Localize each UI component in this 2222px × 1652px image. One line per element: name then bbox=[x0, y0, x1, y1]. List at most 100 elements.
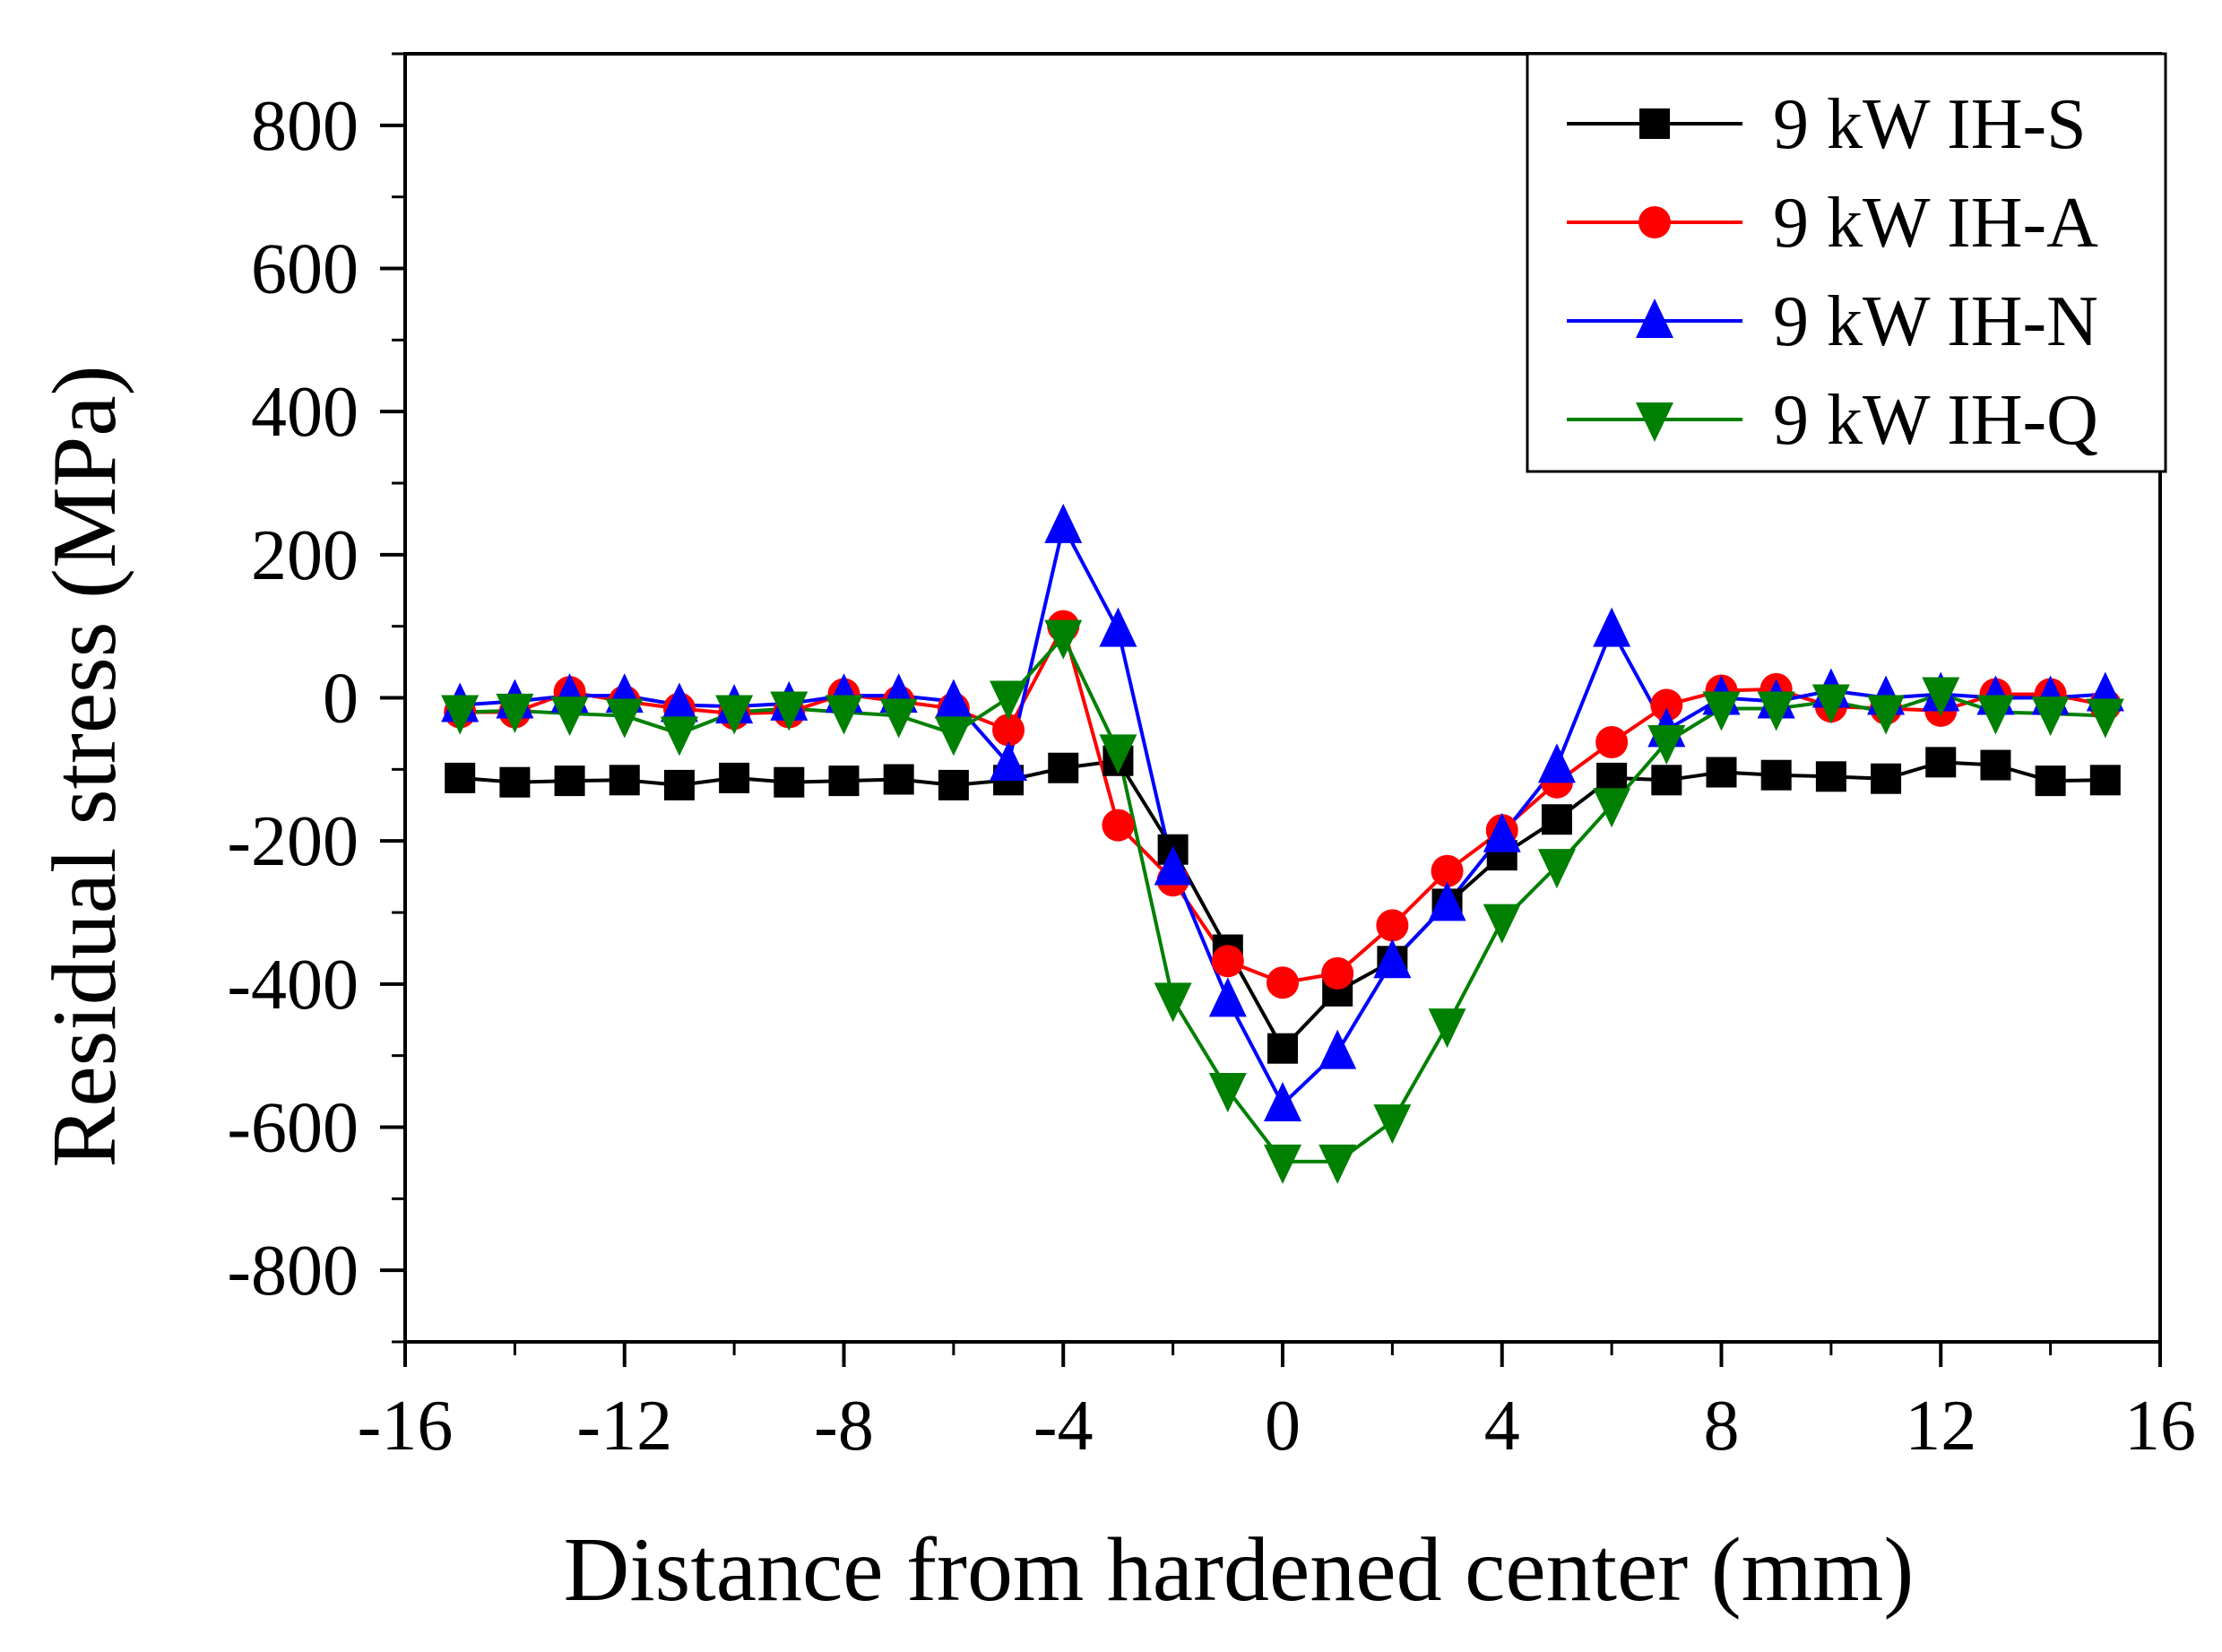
data-point bbox=[719, 762, 750, 793]
data-point bbox=[1483, 904, 1521, 944]
data-point bbox=[1925, 747, 1957, 778]
data-point bbox=[1154, 982, 1192, 1023]
data-point bbox=[1811, 684, 1850, 724]
data-point bbox=[499, 766, 531, 798]
data-point bbox=[992, 714, 1025, 747]
legend-label: 9 kW IH-S bbox=[1773, 85, 2087, 164]
data-point bbox=[441, 695, 480, 735]
data-point bbox=[1044, 619, 1083, 660]
data-point bbox=[934, 716, 973, 757]
y-axis-title: Residual stress (MPa) bbox=[34, 365, 135, 1167]
data-point bbox=[828, 765, 860, 797]
legend-marker bbox=[1638, 206, 1671, 238]
legend-label: 9 kW IH-Q bbox=[1773, 381, 2098, 460]
y-tick-label: 400 bbox=[251, 373, 359, 452]
x-tick-label: 16 bbox=[2124, 1387, 2196, 1466]
data-point bbox=[554, 765, 585, 797]
data-point bbox=[2035, 765, 2066, 797]
data-point bbox=[1211, 945, 1244, 978]
data-point bbox=[445, 762, 476, 793]
series-line bbox=[460, 523, 2105, 1106]
data-point bbox=[1483, 812, 1521, 852]
data-point bbox=[934, 679, 973, 719]
data-point bbox=[1593, 607, 1631, 647]
data-point bbox=[496, 693, 534, 733]
data-point bbox=[1706, 757, 1737, 788]
legend-label: 9 kW IH-A bbox=[1773, 184, 2098, 263]
data-point bbox=[1319, 1029, 1357, 1069]
data-point bbox=[1102, 809, 1135, 842]
data-point bbox=[1650, 688, 1683, 722]
data-point bbox=[2086, 698, 2124, 739]
data-point bbox=[1267, 1033, 1298, 1064]
data-point bbox=[660, 682, 698, 722]
y-tick-label: 800 bbox=[251, 87, 359, 166]
legend-label: 9 kW IH-N bbox=[1773, 282, 2098, 361]
x-tick-label: 0 bbox=[1265, 1387, 1301, 1466]
y-tick-label: -200 bbox=[227, 802, 359, 881]
data-point bbox=[1702, 691, 1741, 731]
data-point bbox=[938, 769, 969, 800]
x-tick-label: 4 bbox=[1484, 1387, 1520, 1466]
data-point bbox=[1208, 1072, 1247, 1112]
x-axis-title: Distance from hardened center (mm) bbox=[564, 1519, 1915, 1621]
data-point bbox=[1647, 724, 1686, 765]
x-tick-label: -4 bbox=[1033, 1387, 1094, 1466]
data-point bbox=[1651, 765, 1682, 796]
data-point bbox=[1593, 788, 1631, 828]
data-point bbox=[774, 766, 805, 798]
data-point bbox=[1757, 691, 1795, 731]
y-tick-label: 600 bbox=[251, 230, 359, 309]
data-point bbox=[715, 695, 754, 735]
data-point bbox=[1867, 695, 1906, 735]
data-point bbox=[1871, 763, 1902, 794]
data-point bbox=[550, 696, 589, 737]
data-point bbox=[1922, 677, 1960, 717]
data-point bbox=[1541, 804, 1572, 835]
data-point bbox=[1537, 849, 1576, 889]
data-point bbox=[883, 764, 914, 795]
x-tick-label: 8 bbox=[1704, 1387, 1740, 1466]
data-point bbox=[1596, 762, 1628, 793]
data-point bbox=[1264, 1081, 1301, 1121]
data-point bbox=[1099, 734, 1137, 774]
y-tick-label: -400 bbox=[227, 946, 359, 1025]
data-point bbox=[1980, 749, 2011, 781]
data-point bbox=[1044, 503, 1083, 543]
data-point bbox=[1428, 881, 1466, 921]
data-point bbox=[1373, 938, 1412, 979]
data-point bbox=[660, 716, 698, 757]
data-point bbox=[1208, 977, 1247, 1017]
x-tick-label: -8 bbox=[814, 1387, 874, 1466]
data-point bbox=[663, 769, 695, 800]
data-point bbox=[1760, 759, 1792, 791]
data-point bbox=[1048, 752, 1079, 783]
series-line bbox=[460, 624, 2106, 985]
data-point bbox=[2089, 765, 2121, 796]
data-point bbox=[1595, 725, 1629, 758]
x-tick-label: -16 bbox=[358, 1387, 454, 1466]
x-tick-label: 12 bbox=[1905, 1387, 1976, 1466]
data-point bbox=[1099, 607, 1137, 647]
legend-marker bbox=[1636, 298, 1673, 338]
data-point bbox=[1537, 743, 1576, 783]
data-point bbox=[2031, 696, 2070, 737]
y-tick-label: -600 bbox=[227, 1089, 359, 1168]
x-tick-label: -12 bbox=[576, 1387, 672, 1466]
data-point bbox=[605, 698, 644, 739]
data-point bbox=[1264, 1144, 1301, 1184]
legend-marker bbox=[1636, 402, 1673, 442]
data-point bbox=[609, 765, 640, 796]
data-point bbox=[1373, 1104, 1412, 1145]
data-point bbox=[990, 740, 1028, 781]
data-point bbox=[1431, 854, 1464, 887]
data-point bbox=[1321, 956, 1354, 990]
y-tick-label: 200 bbox=[251, 516, 359, 595]
data-point bbox=[1976, 695, 2015, 735]
legend-marker bbox=[1639, 108, 1670, 139]
y-tick-label: 0 bbox=[323, 660, 359, 739]
data-point bbox=[770, 691, 808, 731]
data-point bbox=[1319, 1144, 1357, 1184]
